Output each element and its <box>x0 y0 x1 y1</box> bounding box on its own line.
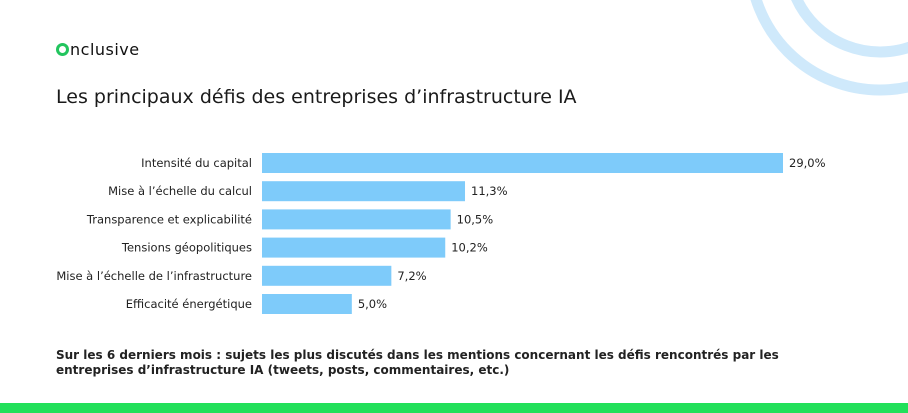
value-label: 10,2% <box>451 241 488 255</box>
bottom-accent-bar <box>0 403 908 413</box>
category-label: Transparence et explicabilité <box>86 212 252 226</box>
category-label: Mise à l’échelle de l’infrastructure <box>56 269 252 283</box>
bar <box>262 153 783 173</box>
value-label: 11,3% <box>471 184 508 198</box>
footnote: Sur les 6 derniers mois : sujets les plu… <box>56 348 779 377</box>
category-label: Tensions géopolitiques <box>121 241 252 255</box>
value-label: 5,0% <box>358 297 387 311</box>
onclusive-logo: nclusive <box>56 40 140 59</box>
logo-text: nclusive <box>70 40 140 59</box>
chart-title: Les principaux défis des entreprises d’i… <box>56 86 577 108</box>
value-label: 10,5% <box>457 212 494 226</box>
logo-o-icon <box>56 43 69 56</box>
bar <box>262 181 466 202</box>
bar <box>262 209 451 230</box>
category-label: Intensité du capital <box>141 156 252 170</box>
value-label: 29,0% <box>789 156 826 170</box>
bar <box>262 237 446 258</box>
bar <box>262 294 352 314</box>
category-label: Efficacité énergétique <box>126 297 252 311</box>
value-label: 7,2% <box>397 269 426 283</box>
category-label: Mise à l’échelle du calcul <box>108 184 252 198</box>
bar <box>262 265 392 286</box>
